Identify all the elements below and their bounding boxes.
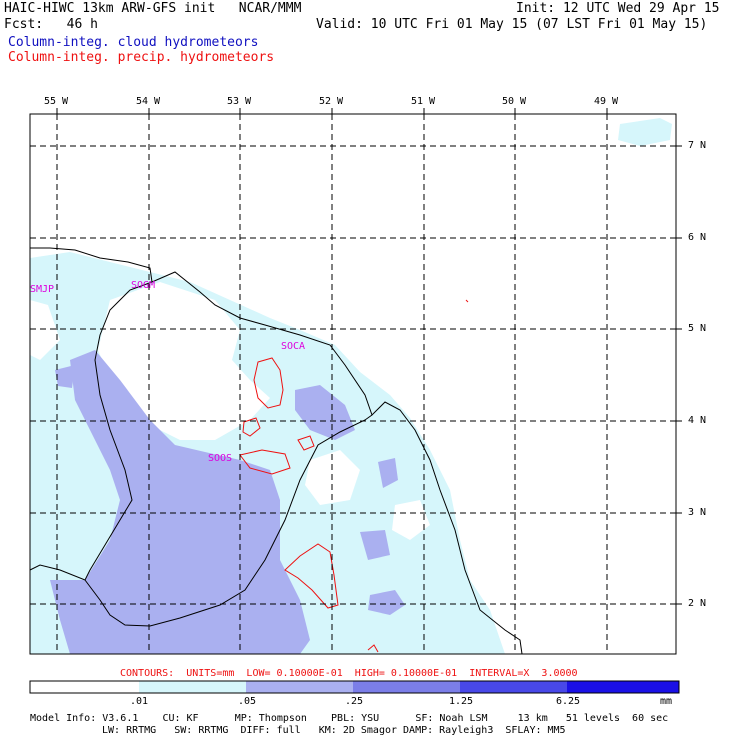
axis-ticks (56, 108, 682, 605)
colorbar-units: mm (660, 696, 673, 707)
lat-label-3n: 3 N (688, 507, 707, 518)
lon-label-50w: 50 W (502, 96, 527, 107)
lon-label-52w: 52 W (319, 96, 344, 107)
station-soos: SOOS (208, 453, 233, 464)
lon-label-55w: 55 W (44, 96, 69, 107)
colorbar (29, 680, 680, 694)
lat-label-5n: 5 N (688, 323, 707, 334)
lon-label-54w: 54 W (136, 96, 161, 107)
colorbar-label-2: .25 (345, 696, 364, 707)
plot-title: HAIC-HIWC 13km ARW-GFS init NCAR/MMM (4, 1, 302, 16)
lon-label-51w: 51 W (411, 96, 436, 107)
precip-contours (239, 299, 469, 653)
field-label-cloud: Column-integ. cloud hydrometeors (8, 35, 259, 50)
valid-time: Valid: 10 UTC Fri 01 May 15 (07 LST Fri … (316, 17, 708, 32)
colorbar-label-0: .01 (130, 696, 149, 707)
station-soca: SOCA (281, 341, 306, 352)
model-info-line1: Model Info: V3.6.1 CU: KF MP: Thompson P… (30, 713, 669, 724)
shaded-fields (30, 118, 672, 654)
init-time: Init: 12 UTC Wed 29 Apr 15 (516, 1, 720, 16)
model-info-line2: LW: RRTMG SW: RRTMG DIFF: full KM: 2D Sm… (102, 725, 566, 736)
station-sogm: SOGM (131, 280, 156, 291)
lon-label-53w: 53 W (227, 96, 252, 107)
colorbar-label-4: 6.25 (556, 696, 581, 707)
contours-info: CONTOURS: UNITS=mm LOW= 0.10000E-01 HIGH… (120, 668, 578, 679)
coastline-borders (29, 247, 523, 655)
station-smjp: SMJP (30, 284, 55, 295)
cloud-shading-top-right (618, 118, 672, 146)
lon-label-49w: 49 W (594, 96, 619, 107)
map-frame (29, 113, 677, 655)
lat-label-4n: 4 N (688, 415, 707, 426)
lat-label-7n: 7 N (688, 140, 707, 151)
forecast-hour: Fcst: 46 h (4, 17, 98, 32)
lat-label-6n: 6 N (688, 232, 707, 243)
colorbar-label-1: .05 (238, 696, 257, 707)
lat-label-2n: 2 N (688, 598, 707, 609)
colorbar-label-3: 1.25 (449, 696, 474, 707)
field-label-precip: Column-integ. precip. hydrometeors (8, 50, 275, 65)
lat-lon-grid (30, 114, 676, 654)
